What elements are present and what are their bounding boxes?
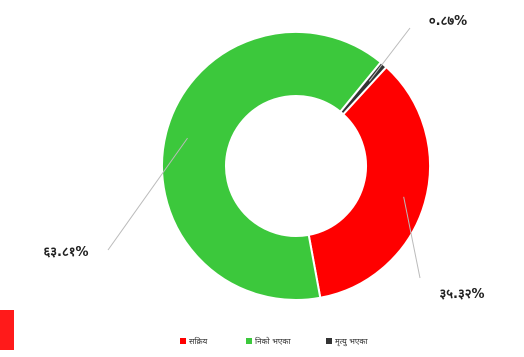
leader-line-active [403, 196, 421, 279]
legend-swatch-recovered [246, 338, 252, 344]
data-label-active: ३५.३२% [439, 287, 484, 302]
data-label-recovered: ६३.८१% [43, 245, 88, 260]
legend-swatch-active [180, 338, 186, 344]
data-label-deaths: ०.८७% [429, 14, 467, 29]
legend-label-deaths: मृत्यु भएका [335, 337, 368, 347]
legend-label-recovered: निको भएका [255, 336, 291, 346]
donut-slice-recovered [161, 31, 383, 301]
legend-swatch-deaths [326, 338, 332, 344]
leader-line-deaths [368, 27, 411, 82]
donut-slice-active [307, 65, 431, 299]
left-edge-fragment [0, 310, 14, 350]
legend-label-active: सक्रिय [189, 336, 208, 346]
leader-line-recovered [107, 137, 188, 251]
